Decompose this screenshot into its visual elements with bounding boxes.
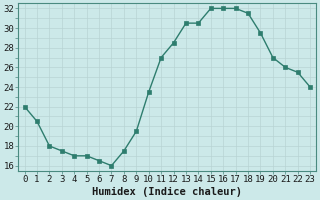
X-axis label: Humidex (Indice chaleur): Humidex (Indice chaleur) xyxy=(92,186,242,197)
